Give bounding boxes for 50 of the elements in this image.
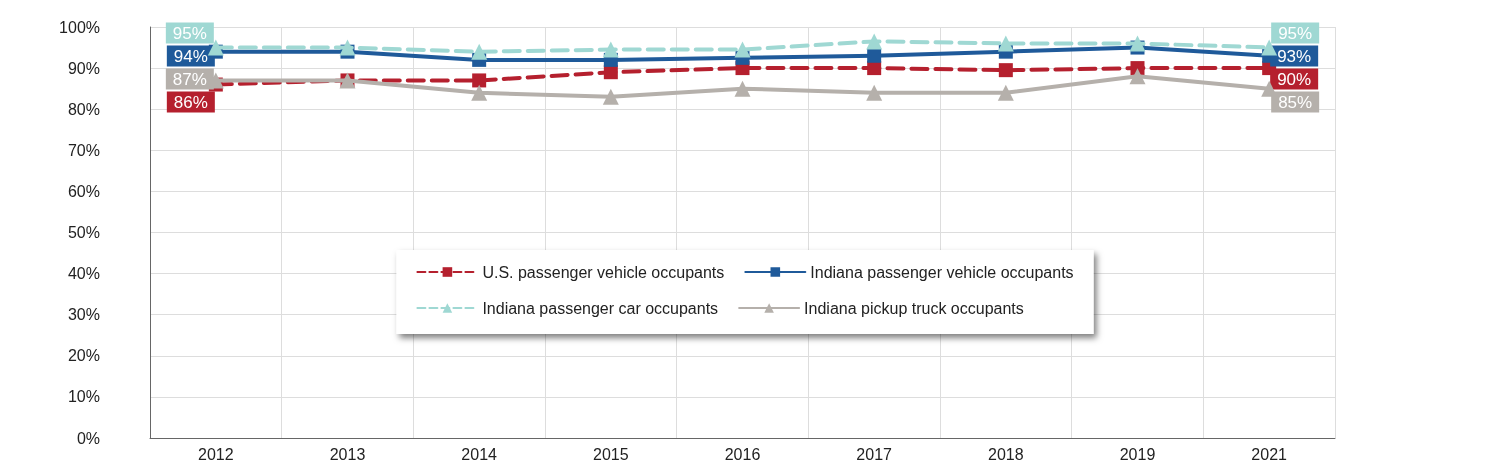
legend-label: Indiana passenger vehicle occupants xyxy=(810,263,1074,281)
x-tick-label: 2015 xyxy=(593,445,629,463)
point xyxy=(1129,68,1146,85)
point xyxy=(471,43,488,60)
point xyxy=(472,73,487,88)
x-tick-label: 2012 xyxy=(198,445,234,463)
data-label: 87% xyxy=(172,69,207,89)
point xyxy=(867,48,882,63)
y-tick-label: 50% xyxy=(67,224,100,241)
data-label: 86% xyxy=(173,92,208,112)
data-label: 95% xyxy=(172,23,207,43)
legend-label: Indiana pickup truck occupants xyxy=(804,299,1024,317)
y-tick-label: 40% xyxy=(67,265,100,283)
data-label: 95% xyxy=(1278,23,1313,43)
point xyxy=(1261,39,1278,56)
point xyxy=(1129,35,1146,52)
point xyxy=(997,84,1014,101)
data-label: 93% xyxy=(1277,46,1312,66)
point xyxy=(734,80,751,97)
data-label: 90% xyxy=(1277,69,1312,89)
y-tick-label: 70% xyxy=(67,141,100,159)
y-tick-label: 30% xyxy=(67,306,100,324)
x-tick-label: 2014 xyxy=(461,445,498,463)
point xyxy=(602,88,619,105)
data-label: 85% xyxy=(1278,92,1313,112)
point xyxy=(602,41,619,58)
y-tick-label: 100% xyxy=(59,18,100,36)
point xyxy=(866,84,883,101)
point xyxy=(339,39,356,56)
x-tick-label: 2021 xyxy=(1251,445,1288,463)
y-tick-label: 80% xyxy=(67,100,100,118)
x-tick-label: 2017 xyxy=(856,445,893,463)
x-tick-label: 2019 xyxy=(1119,445,1156,463)
x-tick-label: 2018 xyxy=(988,445,1024,463)
legend-label: U.S. passenger vehicle occupants xyxy=(482,263,725,281)
point xyxy=(734,41,751,58)
y-tick-label: 10% xyxy=(67,388,100,406)
x-tick-label: 2016 xyxy=(724,445,761,463)
data-label: 94% xyxy=(173,46,208,66)
x-tick-label: 2013 xyxy=(329,445,366,463)
y-tick-label: 60% xyxy=(67,182,100,200)
y-tick-label: 0% xyxy=(76,429,100,447)
point xyxy=(207,39,224,56)
point xyxy=(471,84,488,101)
point xyxy=(866,33,883,50)
point xyxy=(998,63,1013,78)
y-tick-label: 90% xyxy=(67,59,100,77)
point xyxy=(997,35,1014,52)
y-tick-label: 20% xyxy=(67,347,100,365)
legend-label: Indiana passenger car occupants xyxy=(482,299,719,317)
